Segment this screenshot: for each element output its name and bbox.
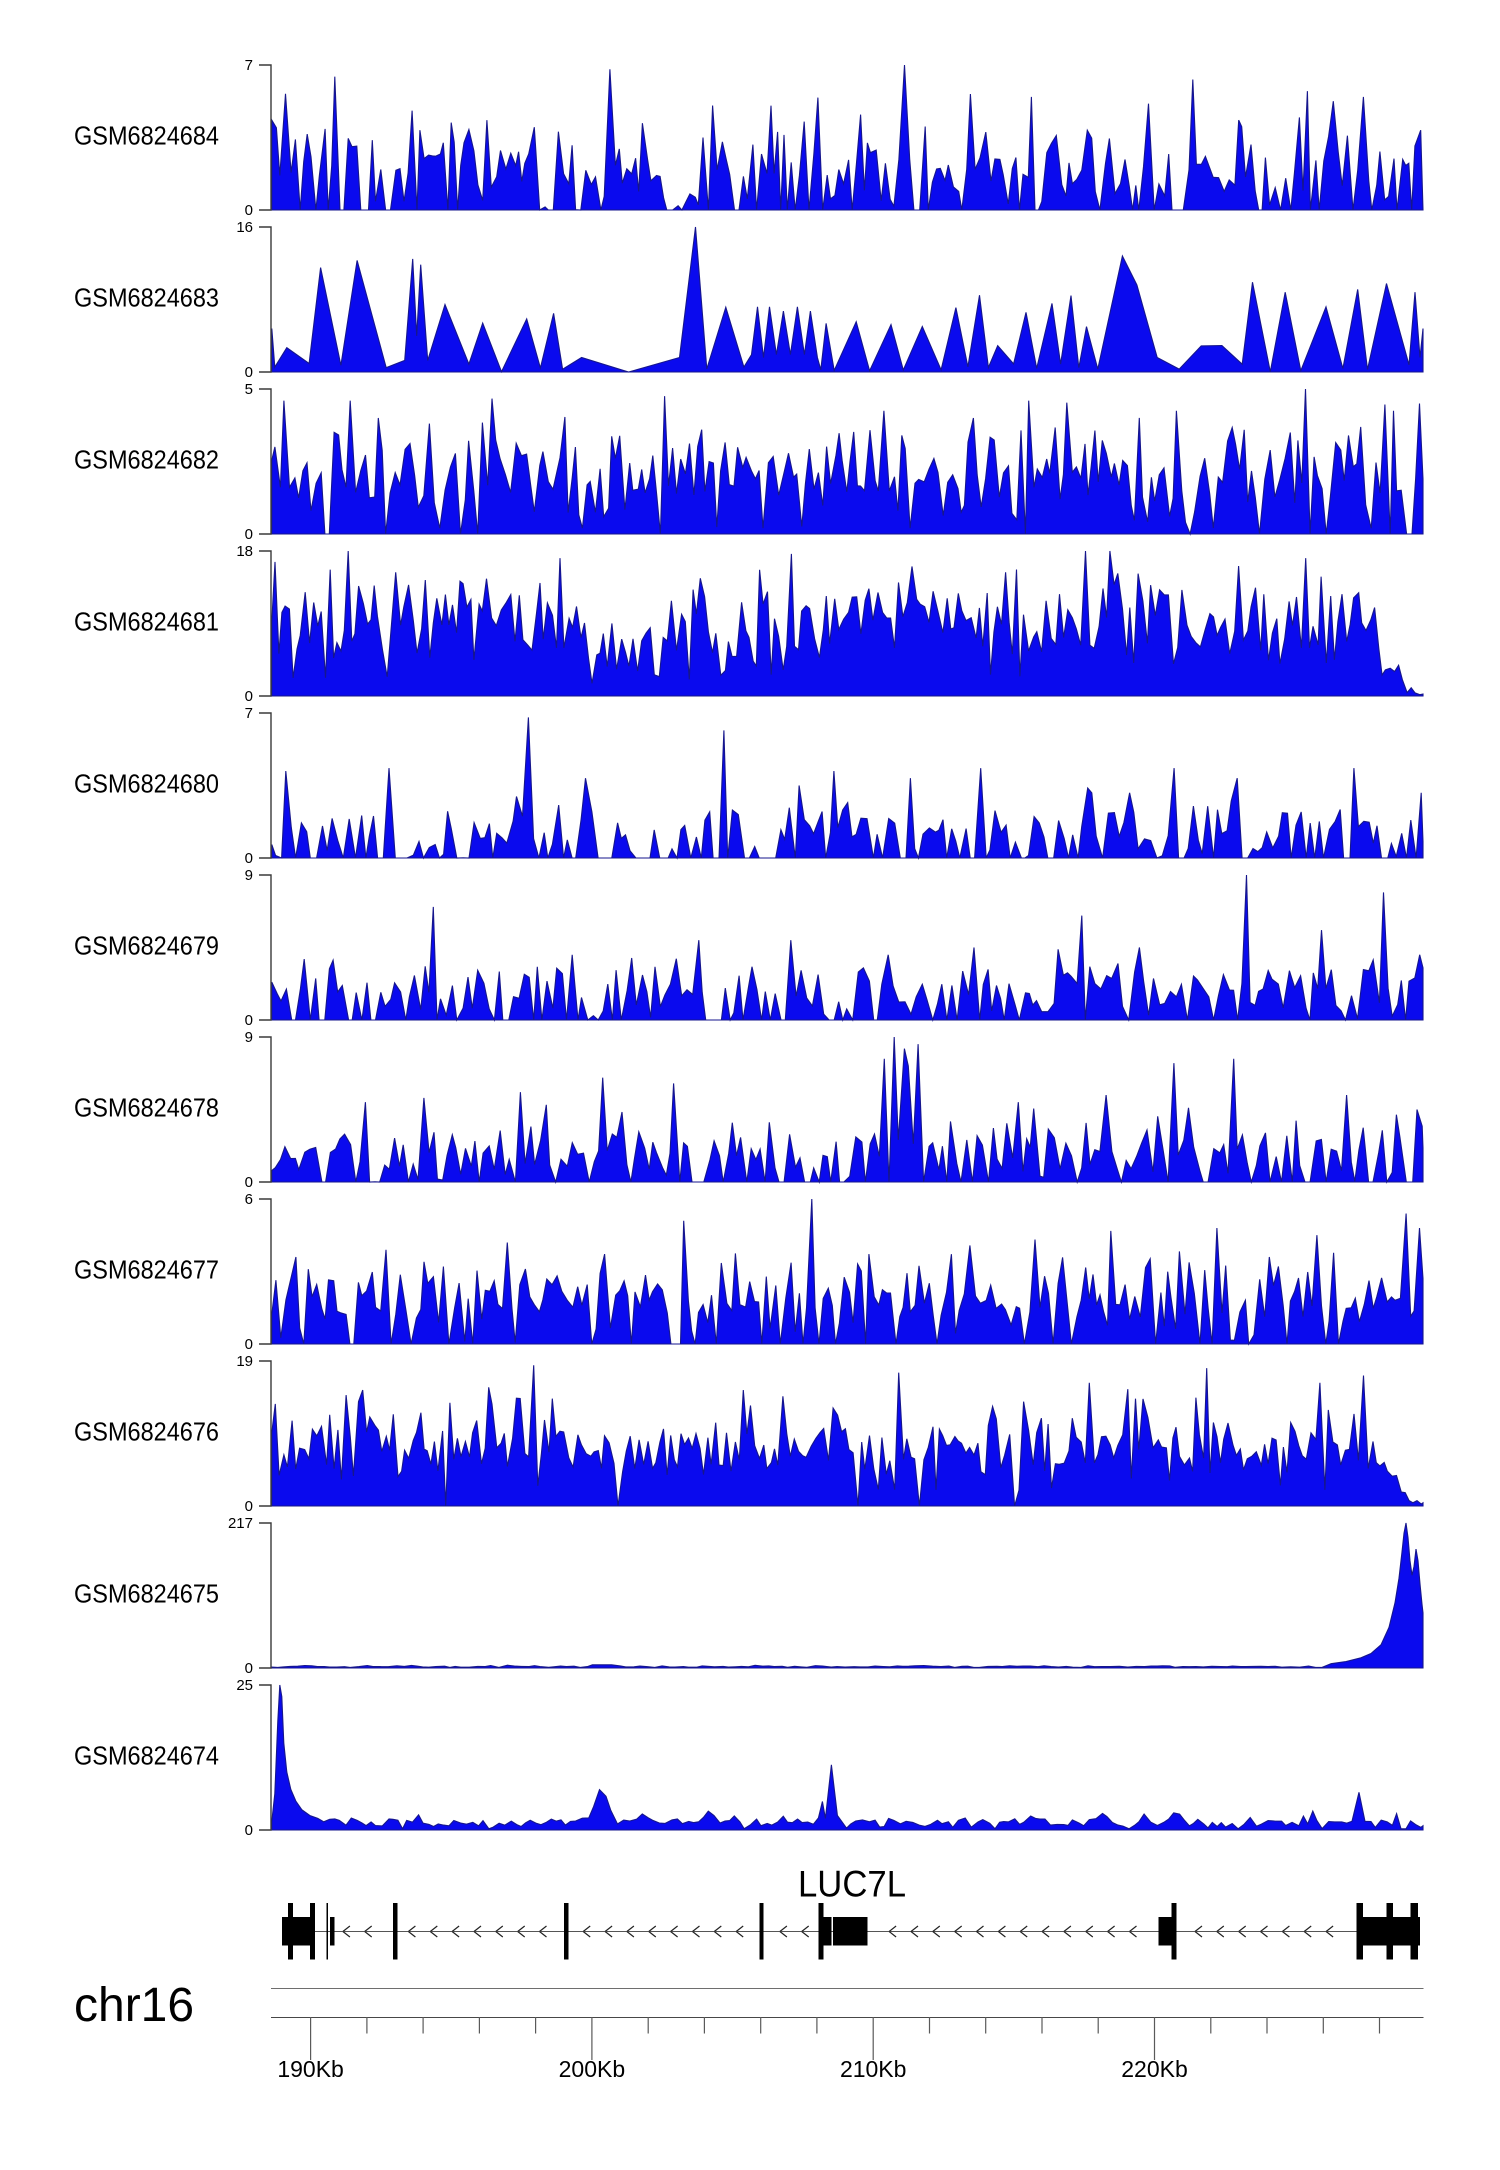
svg-text:GSM6824679: GSM6824679 xyxy=(74,931,219,961)
svg-text:210Kb: 210Kb xyxy=(840,2056,907,2082)
svg-text:9: 9 xyxy=(245,1029,253,1046)
svg-text:200Kb: 200Kb xyxy=(559,2056,626,2082)
svg-text:0: 0 xyxy=(245,526,253,543)
svg-text:19: 19 xyxy=(236,1353,253,1370)
svg-text:25: 25 xyxy=(236,1677,253,1694)
svg-text:0: 0 xyxy=(245,1012,253,1029)
svg-text:GSM6824683: GSM6824683 xyxy=(74,283,219,313)
svg-text:0: 0 xyxy=(245,1660,253,1677)
svg-text:GSM6824677: GSM6824677 xyxy=(74,1255,219,1285)
svg-text:7: 7 xyxy=(245,705,253,722)
svg-text:GSM6824676: GSM6824676 xyxy=(74,1417,219,1447)
svg-text:0: 0 xyxy=(245,364,253,381)
svg-text:0: 0 xyxy=(245,1498,253,1515)
svg-text:5: 5 xyxy=(245,381,253,398)
svg-text:0: 0 xyxy=(245,1174,253,1191)
svg-text:16: 16 xyxy=(236,219,253,236)
svg-text:GSM6824681: GSM6824681 xyxy=(74,607,219,637)
svg-text:LUC7L: LUC7L xyxy=(798,1864,906,1905)
svg-text:0: 0 xyxy=(245,1822,253,1839)
svg-text:220Kb: 220Kb xyxy=(1121,2056,1188,2082)
svg-text:217: 217 xyxy=(228,1515,253,1532)
svg-text:GSM6824674: GSM6824674 xyxy=(74,1741,219,1771)
svg-text:18: 18 xyxy=(236,543,253,560)
svg-text:0: 0 xyxy=(245,1336,253,1353)
svg-text:chr16: chr16 xyxy=(74,1979,194,2032)
svg-text:GSM6824680: GSM6824680 xyxy=(74,769,219,799)
svg-text:7: 7 xyxy=(245,57,253,74)
svg-text:0: 0 xyxy=(245,202,253,219)
svg-text:6: 6 xyxy=(245,1191,253,1208)
svg-text:GSM6824682: GSM6824682 xyxy=(74,445,219,475)
svg-text:0: 0 xyxy=(245,688,253,705)
svg-text:GSM6824684: GSM6824684 xyxy=(74,121,219,151)
svg-text:9: 9 xyxy=(245,867,253,884)
svg-text:0: 0 xyxy=(245,850,253,867)
svg-text:GSM6824678: GSM6824678 xyxy=(74,1093,219,1123)
svg-text:GSM6824675: GSM6824675 xyxy=(74,1579,219,1609)
svg-text:190Kb: 190Kb xyxy=(277,2056,344,2082)
